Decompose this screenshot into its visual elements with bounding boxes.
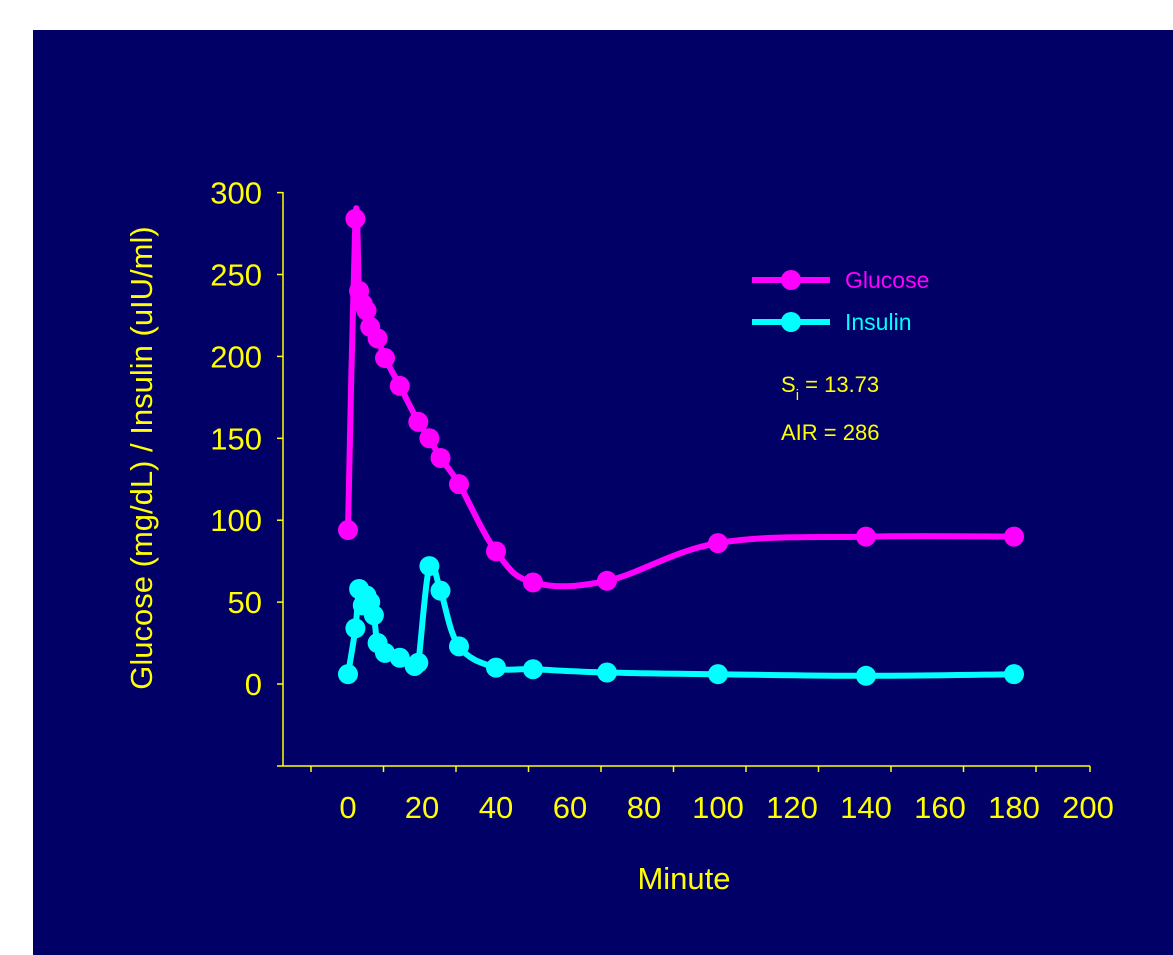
y-tick-label: 0 xyxy=(245,667,262,702)
glucose-point xyxy=(356,300,377,321)
x-tick-label: 40 xyxy=(479,790,513,825)
plot-background xyxy=(33,30,1173,955)
legend-glucose-label: Glucose xyxy=(845,267,929,293)
insulin-point xyxy=(389,647,410,668)
y-tick-label: 150 xyxy=(210,421,262,456)
axes xyxy=(282,192,1090,767)
glucose-point xyxy=(419,428,440,449)
y-tick-label: 200 xyxy=(210,339,262,374)
insulin-point xyxy=(597,662,617,683)
glucose-point xyxy=(1004,526,1024,547)
y-tick-label: 50 xyxy=(228,585,262,620)
x-tick-label: 0 xyxy=(339,790,356,825)
insulin-point xyxy=(449,636,469,657)
glucose-point xyxy=(856,526,876,547)
glucose-point xyxy=(486,541,506,562)
si-annotation-value: = 13.73 xyxy=(799,372,879,397)
glucose-point xyxy=(345,208,366,229)
legend-insulin-swatch-marker xyxy=(781,312,801,332)
insulin-point xyxy=(419,556,440,577)
insulin-point xyxy=(345,618,366,639)
y-tick-label: 250 xyxy=(210,258,262,293)
y-tick-label: 300 xyxy=(210,176,262,211)
si-annotation-main: S xyxy=(781,372,796,397)
glucose-point xyxy=(430,447,451,468)
si-annotation-subscript: i xyxy=(796,387,799,404)
insulin-point xyxy=(856,665,876,686)
insulin-point xyxy=(708,664,728,685)
x-tick-label: 160 xyxy=(914,790,966,825)
insulin-point xyxy=(338,664,358,685)
insulin-point xyxy=(363,605,384,626)
legend: Glucose Insulin xyxy=(752,267,929,335)
x-tick-label: 200 xyxy=(1062,790,1114,825)
x-tick-label: 140 xyxy=(840,790,892,825)
insulin-point xyxy=(430,580,451,601)
insulin-point xyxy=(408,652,429,673)
y-axis-label: Glucose (mg/dL) / Insulin (uIU/ml) xyxy=(124,226,159,689)
x-tick-label: 20 xyxy=(405,790,439,825)
x-axis-ticks: 0 20 40 60 80 100 120 140 160 180 200 xyxy=(310,766,1114,825)
insulin-point xyxy=(523,659,543,680)
legend-insulin-label: Insulin xyxy=(845,309,911,335)
x-tick-label: 180 xyxy=(988,790,1040,825)
x-tick-label: 60 xyxy=(553,790,587,825)
series-layer xyxy=(338,205,1024,686)
x-tick-label: 100 xyxy=(692,790,744,825)
glucose-point xyxy=(408,411,429,432)
glucose-point xyxy=(708,533,728,554)
si-annotation: Si = 13.73 xyxy=(781,372,879,404)
glucose-point xyxy=(597,570,617,591)
x-tick-label: 120 xyxy=(766,790,818,825)
glucose-point xyxy=(389,375,410,396)
glucose-point xyxy=(449,474,469,495)
insulin-point xyxy=(486,657,506,678)
x-axis-label: Minute xyxy=(637,861,730,896)
x-tick-label: 80 xyxy=(627,790,661,825)
y-axis-ticks: 0 50 100 150 200 250 300 xyxy=(210,176,283,767)
glucose-point xyxy=(375,348,395,369)
glucose-point xyxy=(367,328,388,349)
legend-glucose-swatch-marker xyxy=(781,270,801,290)
air-annotation: AIR = 286 xyxy=(781,420,879,445)
glucose-point xyxy=(338,520,358,541)
insulin-point xyxy=(1004,664,1024,685)
y-tick-label: 100 xyxy=(210,503,262,538)
glucose-point xyxy=(523,572,543,593)
